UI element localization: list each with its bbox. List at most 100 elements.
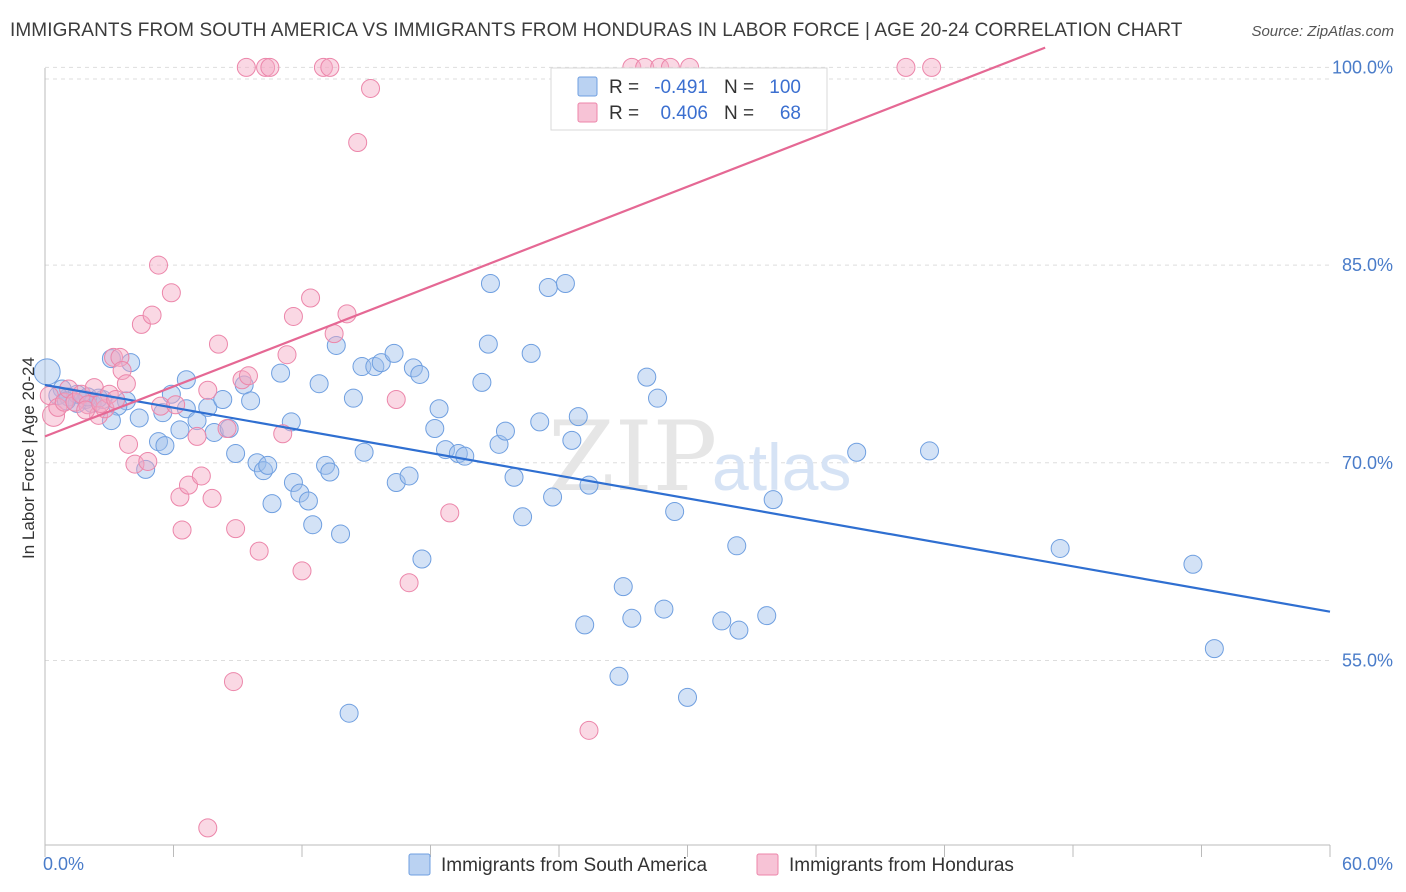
point-south-america-30 [258,455,278,475]
point-south-america-51 [399,466,419,486]
point-south-america-44 [343,388,363,408]
point-south-america-69 [538,277,558,297]
point-south-america-17 [170,420,190,440]
legend-r-value-honduras: 0.406 [660,103,708,124]
legend-r-label-south-america: R = [609,77,639,98]
point-honduras-42 [273,424,293,444]
legend-n-label-honduras: N = [724,103,754,124]
point-honduras-64 [922,57,942,77]
point-honduras-55 [440,503,460,523]
watermark-zip: ZIP [548,401,717,513]
y-tick-label-70: 70.0% [1342,453,1393,473]
trendlines [44,46,1331,613]
point-south-america-54 [412,549,432,569]
point-south-america-76 [609,666,629,686]
point-south-america-70 [543,487,563,507]
legend-swatch-south-america [577,76,598,97]
series-legend-label-south-america: Immigrants from South America [441,855,708,876]
point-south-america-41 [326,335,346,355]
point-south-america-37 [303,515,323,535]
x-tick-label-max: 60.0% [1342,854,1393,874]
point-south-america-45 [354,442,374,462]
point-south-america-34 [283,473,303,493]
point-south-america-78 [622,608,642,628]
point-honduras-43 [277,345,297,365]
point-south-america-77 [613,577,633,597]
point-south-america-49 [384,343,404,363]
point-south-america-80 [648,388,668,408]
y-tick-label-85: 85.0% [1342,255,1393,275]
point-south-america-27 [241,391,261,411]
point-south-america-87 [757,606,777,626]
point-south-america-88 [763,490,783,510]
series-legend: Immigrants from South America Immigrants… [408,853,1014,876]
point-south-america-85 [727,536,747,556]
point-honduras-24 [166,395,186,415]
point-honduras-52 [361,78,381,98]
point-honduras-39 [249,541,269,561]
point-south-america-36 [298,491,318,511]
point-honduras-37 [238,366,258,386]
x-ticks [44,845,1331,857]
point-honduras-63 [896,57,916,77]
legend-n-value-south-america: 100 [769,77,801,98]
point-honduras-29 [191,466,211,486]
point-honduras-35 [226,519,246,539]
point-south-america-38 [309,374,329,394]
point-honduras-53 [386,390,406,410]
y-tick-labels: 55.0% 70.0% 85.0% 100.0% [1332,57,1393,670]
point-south-america-68 [530,412,550,432]
point-honduras-32 [208,334,228,354]
point-honduras-2 [48,397,68,417]
point-south-america-79 [637,367,657,387]
point-south-america-93 [1204,639,1224,659]
point-honduras-40 [256,57,276,77]
point-honduras-26 [172,520,192,540]
point-south-america-62 [480,274,500,294]
y-axis-title: In Labor Force | Age 20-24 [19,357,38,559]
point-south-america-84 [712,611,732,631]
y-tick-label-55: 55.0% [1342,650,1393,670]
point-honduras-16 [119,434,139,454]
point-south-america-55 [425,419,445,439]
chart-source: Source: ZipAtlas.com [1251,23,1394,40]
gridlines [45,66,1330,661]
point-south-america-31 [262,494,282,514]
point-south-america-0 [33,358,61,386]
point-south-america-43 [339,703,359,723]
point-south-america-90 [920,441,940,461]
point-south-america-72 [562,430,582,450]
trendline-honduras [44,46,1046,438]
point-south-america-65 [504,467,524,487]
point-south-america-71 [555,274,575,294]
point-honduras-12 [104,347,124,367]
point-south-america-86 [729,620,749,640]
legend-swatch-honduras [577,102,598,123]
point-honduras-21 [149,255,169,275]
point-honduras-47 [313,57,333,77]
point-south-america-74 [575,615,595,635]
point-honduras-33 [217,419,237,439]
point-south-america-60 [472,372,492,392]
point-south-america-53 [410,364,430,384]
point-south-america-40 [320,462,340,482]
x-tick-label-min: 0.0% [43,854,84,874]
point-honduras-41 [260,57,280,77]
point-honduras-30 [198,380,218,400]
point-honduras-38 [236,57,256,77]
stats-legend: R = -0.491 N = 100 R = 0.406 N = 68 [550,67,828,131]
point-honduras-45 [292,561,312,581]
point-honduras-48 [320,57,340,77]
point-south-america-25 [226,444,246,464]
legend-n-value-honduras: 68 [780,103,801,124]
point-honduras-44 [283,306,303,326]
point-south-america-23 [213,390,233,410]
point-south-america-61 [478,334,498,354]
point-south-america-56 [429,399,449,419]
point-honduras-57 [198,818,218,838]
point-honduras-56 [579,720,599,740]
point-south-america-81 [654,599,674,619]
series-honduras-points [39,57,942,838]
point-south-america-92 [1183,554,1203,574]
